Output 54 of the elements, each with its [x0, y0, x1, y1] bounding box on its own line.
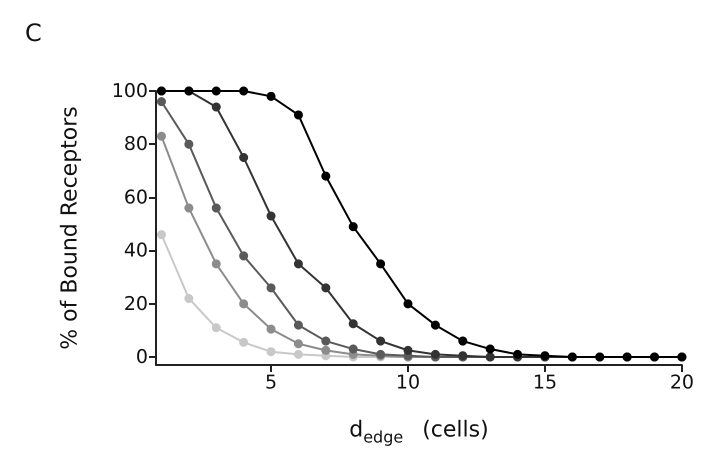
point [458, 336, 468, 346]
point [294, 110, 303, 120]
point [430, 350, 440, 359]
point [321, 283, 330, 292]
point [513, 350, 522, 359]
point [212, 323, 221, 332]
point [404, 346, 412, 355]
chart-title: C [25, 19, 42, 47]
x-tick-label: 20 [670, 372, 694, 394]
point [348, 319, 358, 328]
y-axis-title: % of Bound Receptors [58, 106, 82, 350]
x-tick-label: 10 [396, 372, 420, 394]
point [212, 86, 221, 96]
point [184, 140, 194, 149]
point [212, 259, 221, 268]
point [348, 344, 358, 354]
point [239, 86, 248, 96]
point [404, 299, 412, 308]
point [294, 339, 303, 348]
point [184, 294, 194, 303]
point [486, 344, 495, 354]
y-tick-label: 20 [124, 292, 148, 315]
point [156, 97, 166, 106]
point [376, 336, 386, 346]
point [376, 259, 386, 268]
point [239, 299, 248, 308]
point [294, 320, 303, 330]
point [184, 204, 194, 213]
point [212, 204, 221, 213]
point [239, 153, 248, 162]
point [321, 336, 330, 346]
point [266, 283, 276, 292]
point [266, 212, 276, 221]
y-tick-label: 80 [124, 133, 148, 156]
y-tick-label: 60 [124, 186, 148, 208]
point [239, 251, 248, 260]
point [266, 92, 276, 101]
point [430, 320, 440, 330]
x-tick-label: 15 [532, 372, 558, 394]
point [156, 230, 166, 240]
point [212, 102, 221, 112]
point [294, 350, 303, 359]
point [294, 259, 303, 268]
point [156, 132, 166, 141]
y-tick-label: 100 [112, 80, 148, 102]
point [266, 347, 276, 356]
x-tick-label: 5 [264, 372, 278, 394]
point [348, 222, 358, 232]
point [266, 324, 276, 334]
point [321, 172, 330, 181]
point [239, 338, 248, 347]
y-tick-label: 0 [136, 346, 148, 368]
point [321, 346, 330, 355]
y-tick-label: 40 [124, 240, 148, 262]
